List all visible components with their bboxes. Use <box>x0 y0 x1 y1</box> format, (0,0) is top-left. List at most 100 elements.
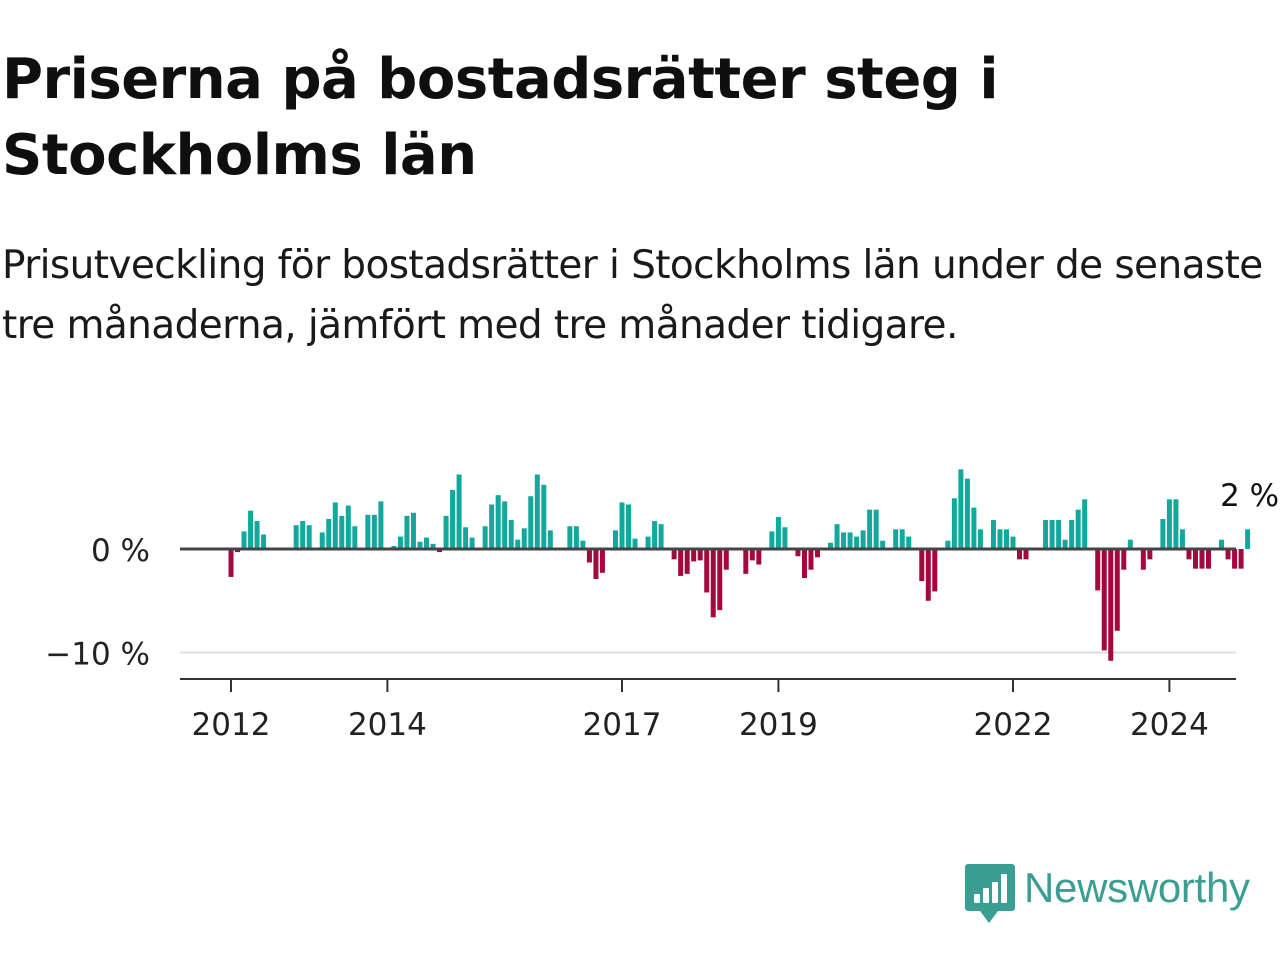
chart-bar <box>919 549 925 582</box>
chart-bar <box>332 502 338 549</box>
chart-bar <box>906 536 912 549</box>
chart-bar <box>593 549 599 580</box>
chart-bar <box>235 549 241 553</box>
chart-bar <box>521 528 527 549</box>
chart-bar <box>502 501 508 549</box>
chart-bar <box>723 549 729 570</box>
bars-layer <box>228 469 1251 661</box>
chart-bar <box>795 549 801 557</box>
chart-bar <box>775 516 781 549</box>
chart-bar <box>658 524 664 549</box>
chart-bar <box>508 520 514 549</box>
chart-bar <box>319 532 325 549</box>
chart-bar <box>619 502 625 549</box>
chart-bar <box>1179 529 1185 549</box>
chart-bar <box>1062 539 1068 549</box>
chart-bar <box>749 549 755 561</box>
chart-bar <box>1225 549 1231 560</box>
chart-bar <box>456 474 462 549</box>
y-tick-label: −10 % <box>45 637 150 673</box>
chart-bar <box>1192 549 1198 569</box>
chart-bar <box>326 518 332 549</box>
chart-bar <box>371 514 377 549</box>
chart-bar <box>450 490 456 549</box>
chart-bar <box>893 529 899 549</box>
chart-bar <box>410 512 416 549</box>
chart-bar <box>867 509 873 549</box>
chart-bar <box>463 527 469 549</box>
chart-bar <box>873 509 879 549</box>
chart-bar <box>652 521 658 549</box>
chart-bar <box>1127 539 1133 549</box>
chart-bar <box>782 527 788 549</box>
chart-bar <box>437 549 443 553</box>
chart-bar <box>1056 520 1062 549</box>
x-tick-label: 2012 <box>192 707 271 743</box>
chart-bar <box>815 549 820 558</box>
chart-bar <box>632 538 638 549</box>
chart-bar <box>1023 549 1029 560</box>
x-tick-label: 2024 <box>1130 707 1209 743</box>
x-tick-label: 2019 <box>739 707 818 743</box>
chart-bar <box>964 478 970 549</box>
chart-bar <box>241 531 247 549</box>
chart-bar <box>443 515 449 549</box>
last-value-label: 2 % <box>1220 478 1279 514</box>
chart-bar <box>397 536 403 549</box>
axis-layer <box>180 547 1236 692</box>
chart-bar <box>417 541 423 549</box>
chart-bar <box>567 526 573 549</box>
chart-bar <box>834 524 840 549</box>
chart-bar <box>1049 520 1055 549</box>
chart-bar <box>391 545 397 549</box>
chart-bar <box>854 536 860 549</box>
chart-bar <box>717 549 723 611</box>
chart-bar <box>580 540 586 549</box>
chart-bar <box>306 525 312 549</box>
chart-bar <box>945 540 951 549</box>
chart-bar <box>860 530 866 549</box>
x-tick-label: 2022 <box>974 707 1053 743</box>
chart-bar <box>495 495 501 549</box>
chart-bar <box>430 543 436 549</box>
newsworthy-logo-icon <box>965 864 1015 923</box>
chart-bar <box>1245 529 1251 549</box>
chart-bar <box>743 549 749 574</box>
chart-bar <box>1114 549 1120 631</box>
chart-bar <box>1186 549 1192 560</box>
chart-bar <box>1082 499 1088 549</box>
chart-bar <box>880 540 886 549</box>
label-layer: 0 % −10 % 2012 2014 2017 2019 2022 2024 2 % <box>45 478 1279 743</box>
x-tick-label: 2014 <box>348 707 427 743</box>
chart-bar <box>951 498 957 549</box>
chart-bar <box>482 526 488 549</box>
chart-bar <box>1101 549 1107 651</box>
chart-bar <box>1108 549 1114 661</box>
chart-bar <box>1095 549 1101 591</box>
chart-bar <box>1003 529 1009 549</box>
chart-title: Priserna på bostadsrätter steg i Stockho… <box>2 47 999 188</box>
chart-bar <box>541 484 547 549</box>
chart-bar <box>958 469 964 549</box>
brand-name: Newsworthy <box>1024 864 1250 911</box>
chart-bar <box>489 504 495 549</box>
chart-bar <box>300 521 306 549</box>
chart-bar <box>899 529 905 549</box>
chart-bar <box>1238 549 1244 569</box>
y-tick-label: 0 % <box>91 533 150 569</box>
chart-bar <box>645 536 651 549</box>
chart-bar <box>1173 499 1179 549</box>
chart-bar <box>469 537 475 549</box>
chart-bar <box>1160 518 1166 549</box>
chart-bar <box>339 515 345 549</box>
chart-bar <box>248 510 254 549</box>
chart-bar <box>612 530 618 549</box>
chart-bar <box>515 539 521 549</box>
chart-bar <box>847 532 853 549</box>
chart-bar <box>932 549 938 592</box>
chart-bar <box>547 530 553 549</box>
chart-bar <box>828 542 834 549</box>
chart-bar <box>528 496 534 549</box>
chart-bar <box>1232 549 1238 569</box>
chart-bar <box>424 537 429 549</box>
